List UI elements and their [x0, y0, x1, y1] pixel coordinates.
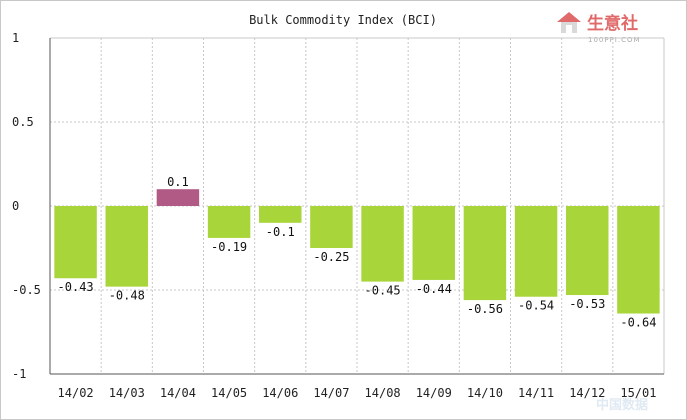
bar-value-label: -0.19 [211, 240, 247, 254]
bars [54, 189, 660, 314]
bar-value-label: -0.56 [467, 302, 503, 316]
bar [207, 206, 251, 238]
bar-value-label: -0.54 [518, 299, 554, 313]
x-tick-label: 14/02 [58, 386, 94, 400]
value-labels: -0.43 -0.48 0.1 -0.19 -0.1 -0.25 -0.45 -0.44 -0.… [58, 175, 657, 329]
bar [310, 206, 353, 248]
x-tick-label: 14/07 [313, 386, 349, 400]
logo-text: 生意社 [587, 13, 638, 34]
x-tick-label: 14/09 [416, 386, 452, 400]
x-tick-labels: 14/02 14/03 14/04 14/05 14/06 14/07 14/08 14/09… [58, 386, 657, 400]
bar-value-label: 0.1 [167, 175, 189, 189]
bar-value-label: -0.44 [416, 282, 452, 296]
bar-value-label: -0.1 [266, 225, 295, 239]
y-tick-label: 0.5 [12, 115, 34, 129]
x-tick-label: 14/04 [160, 386, 196, 400]
bar [412, 206, 455, 280]
y-tick-label: -0.5 [12, 283, 41, 297]
bar [514, 206, 558, 297]
y-tick-labels: 1 0.5 0 -0.5 -1 [12, 31, 41, 381]
logo: 生意社 100PPI.COM [557, 12, 641, 44]
bar-value-label: -0.64 [620, 316, 656, 330]
bar-value-label: -0.45 [365, 284, 401, 298]
bar [566, 206, 609, 296]
x-tick-label: 14/11 [518, 386, 554, 400]
bar-value-label: -0.43 [58, 280, 94, 294]
x-tick-label: 15/01 [620, 386, 656, 400]
chart-title: Bulk Commodity Index (BCI) [249, 13, 437, 27]
bar-value-label: -0.48 [109, 289, 145, 303]
bar [259, 206, 302, 223]
x-tick-label: 14/05 [211, 386, 247, 400]
y-tick-label: 0 [12, 199, 19, 213]
logo-url: 100PPI.COM [588, 36, 641, 44]
bar [361, 206, 404, 282]
x-tick-label: 14/08 [365, 386, 401, 400]
house-icon [557, 12, 581, 33]
bar-value-label: -0.53 [569, 297, 605, 311]
x-tick-label: 14/12 [569, 386, 605, 400]
axis [49, 38, 665, 375]
x-tick-label: 14/10 [467, 386, 503, 400]
x-tick-label: 14/03 [109, 386, 145, 400]
x-tick-label: 14/06 [262, 386, 298, 400]
y-tick-label: -1 [12, 367, 26, 381]
bar [54, 206, 97, 279]
bar [463, 206, 507, 301]
y-tick-label: 1 [12, 31, 19, 45]
bar [617, 206, 660, 314]
watermark: 中国数据 [596, 397, 648, 413]
bar [156, 189, 200, 206]
bar-value-label: -0.25 [313, 250, 349, 264]
grid [50, 37, 664, 375]
bar [105, 206, 148, 287]
